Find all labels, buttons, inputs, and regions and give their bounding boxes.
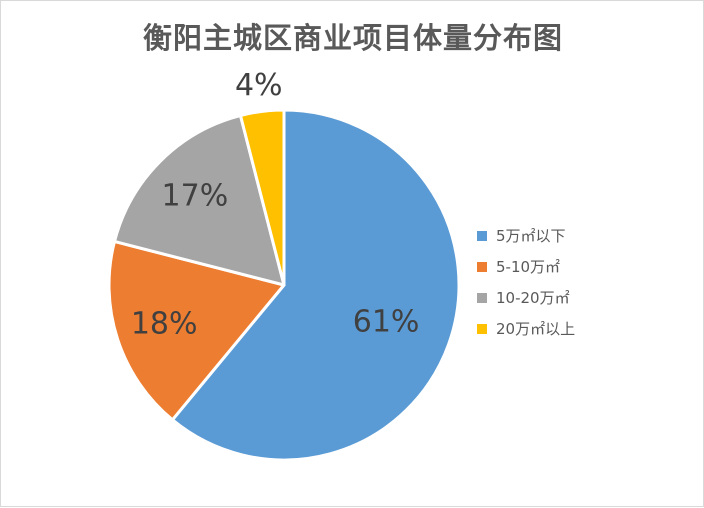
pie-slice [170, 108, 461, 462]
legend-label: 5-10万㎡ [496, 258, 561, 276]
slice-data-label: 61% [353, 304, 420, 339]
legend-swatch [477, 323, 487, 334]
pie-slice [107, 239, 286, 422]
pie-slice [112, 113, 286, 287]
pie-slice [238, 108, 286, 287]
legend-item: 5-10万㎡ [477, 251, 575, 282]
chart-legend: 5万㎡以下 5-10万㎡ 10-20万㎡ 20万㎡以上 [477, 220, 575, 344]
legend-swatch [477, 261, 487, 272]
legend-item: 20万㎡以上 [477, 313, 575, 344]
legend-swatch [477, 230, 487, 241]
chart-title: 衡阳主城区商业项目体量分布图 [142, 21, 563, 55]
slice-data-label: 4% [235, 68, 283, 103]
legend-item: 10-20万㎡ [477, 282, 575, 313]
legend-swatch [477, 292, 487, 303]
legend-label: 20万㎡以上 [496, 320, 576, 338]
slice-data-label: 18% [131, 306, 198, 341]
slice-data-label: 17% [162, 178, 229, 213]
legend-label: 10-20万㎡ [496, 289, 570, 307]
legend-label: 5万㎡以下 [496, 227, 566, 245]
legend-item: 5万㎡以下 [477, 220, 575, 251]
